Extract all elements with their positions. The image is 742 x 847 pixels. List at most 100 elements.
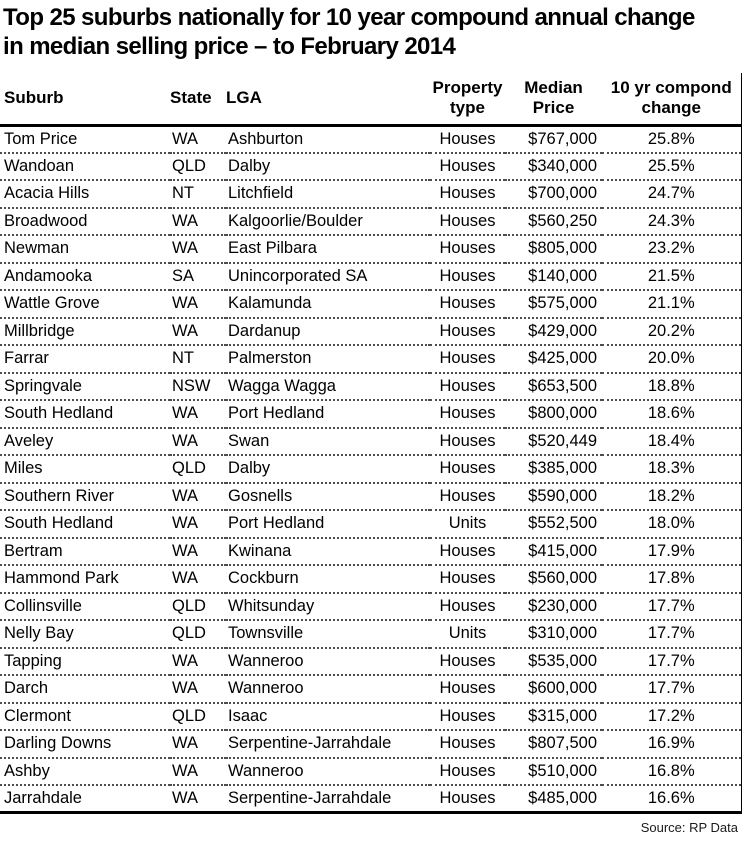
cell-state: WA bbox=[170, 427, 226, 456]
cell-change: 17.7% bbox=[602, 675, 742, 704]
top-suburbs-table: Suburb State LGA Property type Median Pr… bbox=[0, 73, 742, 814]
cell-suburb: Bertram bbox=[0, 537, 170, 566]
cell-change: 16.9% bbox=[602, 730, 742, 759]
cell-lga: Ashburton bbox=[226, 125, 430, 154]
cell-suburb: Acacia Hills bbox=[0, 180, 170, 209]
cell-change: 17.8% bbox=[602, 565, 742, 594]
cell-property-type: Houses bbox=[430, 785, 505, 814]
cell-lga: Dalby bbox=[226, 455, 430, 484]
cell-lga: Wanneroo bbox=[226, 757, 430, 786]
cell-property-type: Houses bbox=[430, 730, 505, 759]
cell-change: 18.4% bbox=[602, 427, 742, 456]
cell-lga: Dardanup bbox=[226, 317, 430, 346]
cell-property-type: Houses bbox=[430, 647, 505, 676]
table-row: Aveley WA Swan Houses $520,449 18.4% bbox=[0, 427, 742, 456]
cell-change: 24.7% bbox=[602, 180, 742, 209]
cell-change: 21.1% bbox=[602, 290, 742, 319]
cell-median-price: $385,000 bbox=[505, 455, 602, 484]
table-row: Andamooka SA Unincorporated SA Houses $140,0… bbox=[0, 262, 742, 291]
table-row: South Hedland WA Port Hedland Houses $800,00… bbox=[0, 400, 742, 429]
cell-median-price: $575,000 bbox=[505, 290, 602, 319]
cell-property-type: Houses bbox=[430, 152, 505, 181]
cell-suburb: Jarrahdale bbox=[0, 785, 170, 814]
cell-suburb: South Hedland bbox=[0, 400, 170, 429]
cell-property-type: Houses bbox=[430, 125, 505, 154]
cell-suburb: Nelly Bay bbox=[0, 620, 170, 649]
cell-property-type: Houses bbox=[430, 592, 505, 621]
cell-lga: Gosnells bbox=[226, 482, 430, 511]
cell-property-type: Houses bbox=[430, 262, 505, 291]
cell-property-type: Houses bbox=[430, 345, 505, 374]
table-row: Tom Price WA Ashburton Houses $767,000 25.8% bbox=[0, 125, 742, 154]
cell-lga: Whitsunday bbox=[226, 592, 430, 621]
cell-median-price: $140,000 bbox=[505, 262, 602, 291]
cell-lga: Kalamunda bbox=[226, 290, 430, 319]
cell-lga: Cockburn bbox=[226, 565, 430, 594]
table-row: Wattle Grove WA Kalamunda Houses $575,000 21.… bbox=[0, 290, 742, 319]
cell-state: QLD bbox=[170, 620, 226, 649]
cell-change: 18.3% bbox=[602, 455, 742, 484]
table-row: Wandoan QLD Dalby Houses $340,000 25.5% bbox=[0, 152, 742, 181]
table-row: Nelly Bay QLD Townsville Units $310,000 17.7% bbox=[0, 620, 742, 649]
table-row: Darch WA Wanneroo Houses $600,000 17.7% bbox=[0, 675, 742, 704]
table-row: Broadwood WA Kalgoorlie/Boulder Houses $560,… bbox=[0, 207, 742, 236]
cell-median-price: $700,000 bbox=[505, 180, 602, 209]
cell-lga: Unincorporated SA bbox=[226, 262, 430, 291]
table-row: South Hedland WA Port Hedland Units $552,500… bbox=[0, 510, 742, 539]
source-attribution: Source: RP Data bbox=[640, 820, 738, 835]
table-row: Acacia Hills NT Litchfield Houses $700,000 24… bbox=[0, 180, 742, 209]
cell-property-type: Houses bbox=[430, 317, 505, 346]
cell-state: QLD bbox=[170, 152, 226, 181]
col-header-suburb-label: Suburb bbox=[4, 88, 64, 108]
cell-lga: East Pilbara bbox=[226, 235, 430, 264]
cell-property-type: Houses bbox=[430, 235, 505, 264]
table-row: Farrar NT Palmerston Houses $425,000 20.0% bbox=[0, 345, 742, 374]
cell-median-price: $485,000 bbox=[505, 785, 602, 814]
cell-suburb: Broadwood bbox=[0, 207, 170, 236]
cell-change: 16.8% bbox=[602, 757, 742, 786]
cell-change: 17.7% bbox=[602, 592, 742, 621]
cell-lga: Kalgoorlie/Boulder bbox=[226, 207, 430, 236]
cell-median-price: $560,000 bbox=[505, 565, 602, 594]
cell-lga: Serpentine-Jarrahdale bbox=[226, 785, 430, 814]
cell-suburb: Darch bbox=[0, 675, 170, 704]
col-header-10yr-change-line1: 10 yr compond bbox=[610, 78, 732, 98]
col-header-property-type-line2: type bbox=[450, 98, 485, 118]
table-row: Ashby WA Wanneroo Houses $510,000 16.8% bbox=[0, 757, 742, 786]
cell-property-type: Houses bbox=[430, 702, 505, 731]
cell-change: 25.5% bbox=[602, 152, 742, 181]
cell-lga: Wanneroo bbox=[226, 647, 430, 676]
cell-change: 17.7% bbox=[602, 620, 742, 649]
cell-property-type: Houses bbox=[430, 455, 505, 484]
page-title: Top 25 suburbs nationally for 10 year co… bbox=[3, 4, 695, 60]
cell-lga: Isaac bbox=[226, 702, 430, 731]
cell-state: QLD bbox=[170, 592, 226, 621]
cell-state: WA bbox=[170, 207, 226, 236]
col-header-suburb: Suburb bbox=[0, 73, 170, 127]
table-row: Springvale NSW Wagga Wagga Houses $653,500 18… bbox=[0, 372, 742, 401]
cell-state: NT bbox=[170, 345, 226, 374]
cell-median-price: $600,000 bbox=[505, 675, 602, 704]
cell-change: 24.3% bbox=[602, 207, 742, 236]
cell-lga: Serpentine-Jarrahdale bbox=[226, 730, 430, 759]
cell-suburb: Springvale bbox=[0, 372, 170, 401]
col-header-10yr-change: 10 yr compond change bbox=[602, 73, 742, 127]
cell-change: 23.2% bbox=[602, 235, 742, 264]
cell-suburb: Collinsville bbox=[0, 592, 170, 621]
table-row: Jarrahdale WA Serpentine-Jarrahdale Houses $… bbox=[0, 785, 742, 814]
cell-suburb: Wandoan bbox=[0, 152, 170, 181]
table-row: Darling Downs WA Serpentine-Jarrahdale Hous… bbox=[0, 730, 742, 759]
cell-state: WA bbox=[170, 757, 226, 786]
cell-suburb: Clermont bbox=[0, 702, 170, 731]
cell-change: 18.6% bbox=[602, 400, 742, 429]
cell-suburb: Tom Price bbox=[0, 125, 170, 154]
cell-change: 18.8% bbox=[602, 372, 742, 401]
cell-median-price: $340,000 bbox=[505, 152, 602, 181]
cell-suburb: South Hedland bbox=[0, 510, 170, 539]
cell-median-price: $230,000 bbox=[505, 592, 602, 621]
cell-lga: Wanneroo bbox=[226, 675, 430, 704]
cell-property-type: Houses bbox=[430, 180, 505, 209]
cell-lga: Wagga Wagga bbox=[226, 372, 430, 401]
cell-state: WA bbox=[170, 235, 226, 264]
cell-state: NT bbox=[170, 180, 226, 209]
